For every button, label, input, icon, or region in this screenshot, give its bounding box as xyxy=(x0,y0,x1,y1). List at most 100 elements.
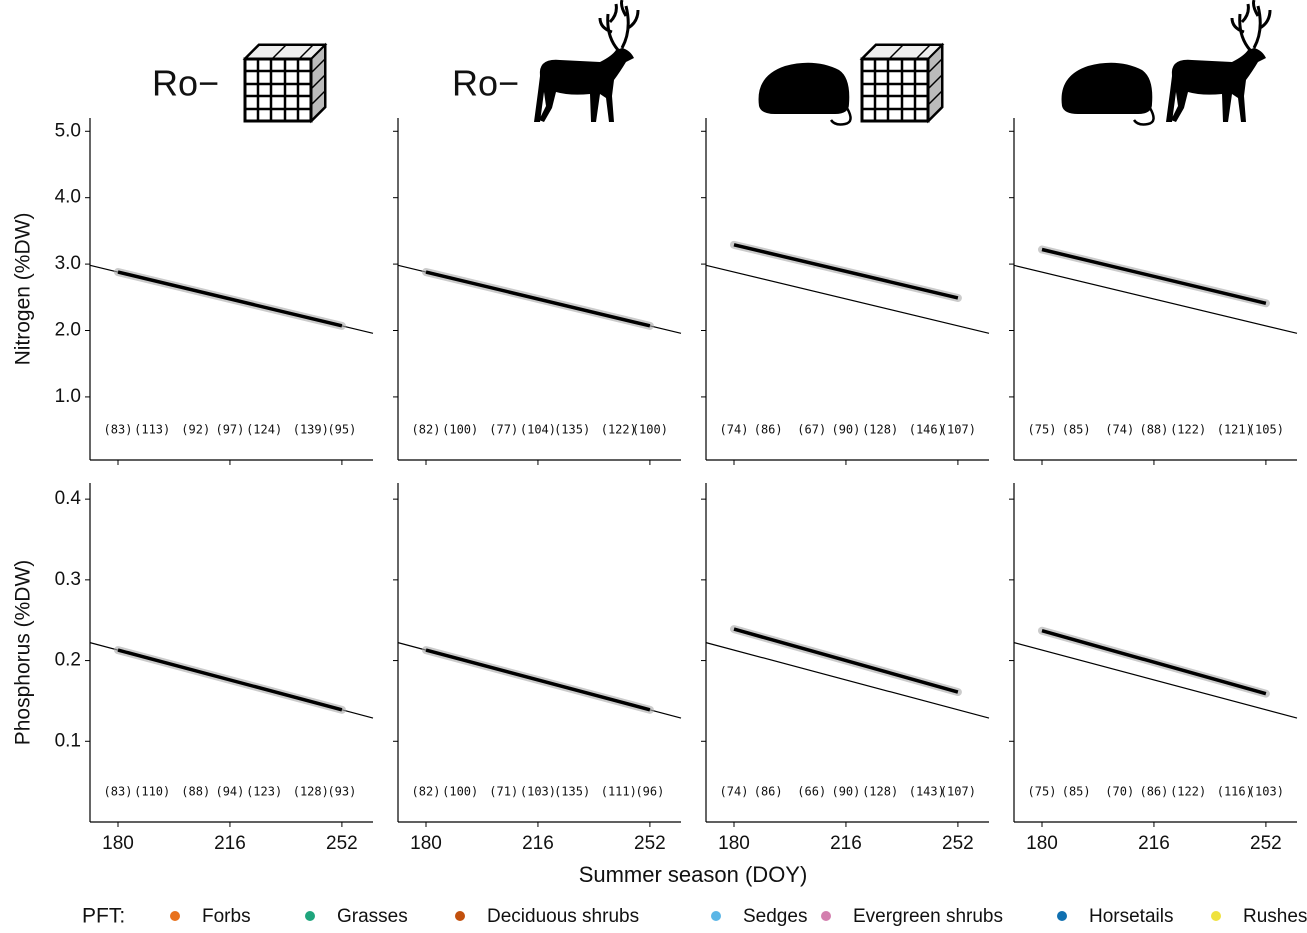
count-label: (107) xyxy=(940,423,976,437)
x-tick-label: 216 xyxy=(214,833,246,854)
count-label: (75) xyxy=(1028,785,1057,799)
count-label: (66) xyxy=(797,785,826,799)
y-tick-label: 5.0 xyxy=(55,120,81,141)
y-tick-label: 4.0 xyxy=(55,187,81,208)
count-label: (90) xyxy=(831,423,860,437)
count-label: (75) xyxy=(1028,423,1057,437)
count-label: (128) xyxy=(862,785,898,799)
panel-title: Ro− xyxy=(152,63,219,104)
x-tick-label: 180 xyxy=(1026,833,1058,854)
count-label: (94) xyxy=(215,785,244,799)
legend-marker xyxy=(1057,911,1067,921)
count-label: (82) xyxy=(412,423,441,437)
count-label: (74) xyxy=(720,785,749,799)
x-tick-label: 180 xyxy=(410,833,442,854)
count-label: (105) xyxy=(1248,423,1284,437)
legend-label: Rushes xyxy=(1243,906,1307,927)
count-label: (122) xyxy=(1170,785,1206,799)
legend-marker xyxy=(821,911,831,921)
x-axis-label: Summer season (DOY) xyxy=(579,862,808,887)
count-label: (74) xyxy=(720,423,749,437)
legend-label: Sedges xyxy=(743,906,807,927)
fit-line xyxy=(1041,247,1267,305)
reference-line xyxy=(705,642,990,719)
fit-line xyxy=(733,243,959,300)
y-tick-label: 3.0 xyxy=(55,253,81,274)
y-tick-label: 0.2 xyxy=(55,650,81,671)
reference-line xyxy=(1013,264,1298,334)
count-label: (86) xyxy=(1139,785,1168,799)
rodent-icon xyxy=(1060,61,1155,126)
count-label: (67) xyxy=(797,423,826,437)
x-tick-label: 216 xyxy=(522,833,554,854)
fit-line xyxy=(117,648,343,712)
x-tick-label: 216 xyxy=(830,833,862,854)
x-tick-label: 180 xyxy=(718,833,750,854)
count-label: (116) xyxy=(1217,785,1253,799)
count-label: (100) xyxy=(632,423,668,437)
count-label: (100) xyxy=(442,423,478,437)
y-tick-label: 0.1 xyxy=(55,730,81,751)
fit-line xyxy=(425,270,651,328)
y-axis-label: Phosphorus (%DW) xyxy=(12,560,35,746)
count-label: (110) xyxy=(134,785,170,799)
count-label: (128) xyxy=(862,423,898,437)
count-label: (77) xyxy=(489,423,518,437)
count-label: (92) xyxy=(181,423,210,437)
count-label: (88) xyxy=(181,785,210,799)
x-tick-label: 252 xyxy=(1250,833,1282,854)
count-label: (83) xyxy=(104,785,133,799)
x-tick-label: 180 xyxy=(102,833,134,854)
count-label: (122) xyxy=(601,423,637,437)
count-label: (85) xyxy=(1062,423,1091,437)
count-label: (135) xyxy=(554,423,590,437)
count-label: (124) xyxy=(246,423,282,437)
count-label: (85) xyxy=(1062,785,1091,799)
count-label: (93) xyxy=(327,785,356,799)
fit-line xyxy=(733,627,959,694)
count-label: (146) xyxy=(909,423,945,437)
reindeer-icon xyxy=(1164,0,1272,124)
count-label: (122) xyxy=(1170,423,1206,437)
count-label: (88) xyxy=(1139,423,1168,437)
legend-marker xyxy=(711,911,721,921)
count-label: (74) xyxy=(1105,423,1134,437)
legend-marker xyxy=(455,911,465,921)
reference-line xyxy=(705,264,990,334)
count-label: (139) xyxy=(293,423,329,437)
count-label: (96) xyxy=(635,785,664,799)
count-label: (71) xyxy=(489,785,518,799)
count-label: (143) xyxy=(909,785,945,799)
y-axis-label: Nitrogen (%DW) xyxy=(12,213,35,366)
y-tick-label: 1.0 xyxy=(55,386,81,407)
legend-marker xyxy=(1211,911,1221,921)
fit-line xyxy=(117,270,343,328)
count-label: (86) xyxy=(754,423,783,437)
x-tick-label: 252 xyxy=(942,833,974,854)
rodent-icon xyxy=(757,61,852,126)
count-label: (95) xyxy=(327,423,356,437)
legend-label: Forbs xyxy=(202,906,251,927)
y-tick-label: 2.0 xyxy=(55,320,81,341)
count-label: (103) xyxy=(520,785,556,799)
legend-label: Deciduous shrubs xyxy=(487,906,639,927)
count-label: (128) xyxy=(293,785,329,799)
count-label: (82) xyxy=(412,785,441,799)
legend-label: Grasses xyxy=(337,906,408,927)
y-tick-label: 0.4 xyxy=(55,488,82,509)
reference-line xyxy=(1013,642,1298,719)
legend-marker xyxy=(170,911,180,921)
x-tick-label: 216 xyxy=(1138,833,1170,854)
count-label: (90) xyxy=(831,785,860,799)
count-label: (83) xyxy=(104,423,133,437)
reindeer-icon xyxy=(532,0,640,124)
count-label: (104) xyxy=(520,423,556,437)
legend-title: PFT: xyxy=(82,905,125,928)
y-tick-label: 0.3 xyxy=(55,569,81,590)
count-label: (113) xyxy=(134,423,170,437)
cage-icon xyxy=(860,43,944,123)
legend-label: Evergreen shrubs xyxy=(853,906,1003,927)
count-label: (107) xyxy=(940,785,976,799)
count-label: (103) xyxy=(1248,785,1284,799)
